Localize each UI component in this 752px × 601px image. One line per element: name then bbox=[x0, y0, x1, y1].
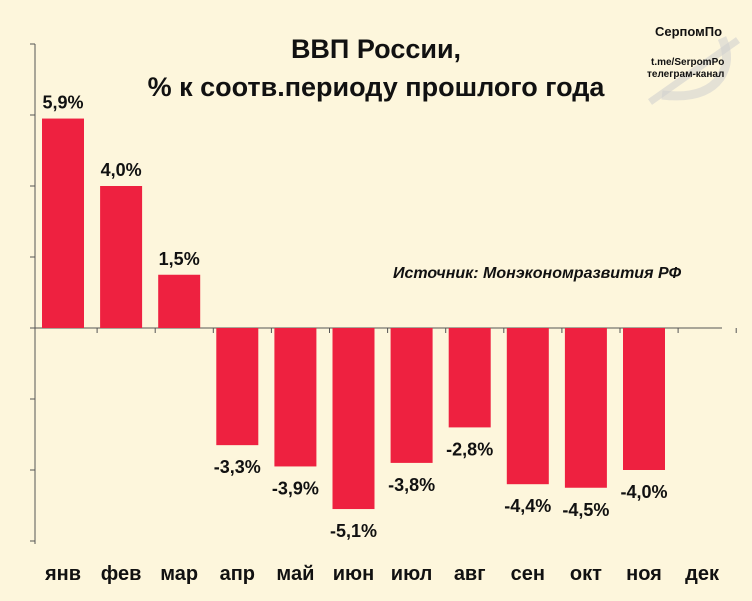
data-label-сен: -4,4% bbox=[504, 496, 551, 516]
category-label-мар: мар bbox=[160, 563, 198, 585]
data-label-фев: 4,0% bbox=[101, 160, 142, 180]
data-label-янв: 5,9% bbox=[42, 93, 83, 113]
data-label-апр: -3,3% bbox=[214, 457, 261, 477]
bar-авг bbox=[448, 328, 491, 428]
chart-title-line1: ВВП России, bbox=[290, 34, 462, 64]
category-label-июл: июл bbox=[391, 563, 433, 585]
bar-фев bbox=[100, 186, 143, 328]
data-label-мар: 1,5% bbox=[159, 249, 200, 269]
bar-мар bbox=[158, 274, 201, 328]
bar-сен bbox=[506, 328, 549, 485]
category-label-июн: июн bbox=[333, 563, 374, 585]
data-label-июн: -5,1% bbox=[330, 521, 377, 541]
source-annotation: Источник: Монэкономразвития РФ bbox=[393, 265, 682, 282]
data-label-июл: -3,8% bbox=[388, 475, 435, 495]
hammer-icon bbox=[647, 37, 741, 105]
bar-май bbox=[274, 328, 317, 467]
data-label-авг: -2,8% bbox=[446, 439, 493, 459]
watermark-link[interactable]: t.me/SerpomPo bbox=[651, 57, 725, 68]
data-label-окт: -4,5% bbox=[562, 500, 609, 520]
bar-июн bbox=[332, 328, 375, 510]
watermark-name: СерпомПо bbox=[655, 24, 723, 39]
watermark-caption: телеграм-канал bbox=[647, 69, 725, 80]
data-label-ноя: -4,0% bbox=[620, 482, 667, 502]
category-label-янв: янв bbox=[44, 563, 81, 585]
category-label-сен: сен bbox=[511, 563, 545, 585]
bar-ноя bbox=[623, 328, 665, 470]
category-label-окт: окт bbox=[570, 563, 602, 585]
category-label-авг: авг bbox=[454, 563, 486, 585]
category-label-ноя: ноя bbox=[626, 563, 662, 585]
category-label-апр: апр bbox=[220, 563, 255, 585]
bar-апр bbox=[216, 328, 259, 446]
bar-окт bbox=[564, 328, 607, 488]
category-label-дек: дек bbox=[685, 563, 720, 585]
chart-title-line2: % к соотв.периоду прошлого года bbox=[147, 72, 605, 102]
data-label-май: -3,9% bbox=[272, 478, 319, 498]
category-label-фев: фев bbox=[101, 563, 142, 585]
category-label-май: май bbox=[276, 563, 314, 585]
bar-июл bbox=[390, 328, 433, 463]
bar-янв bbox=[42, 118, 84, 328]
